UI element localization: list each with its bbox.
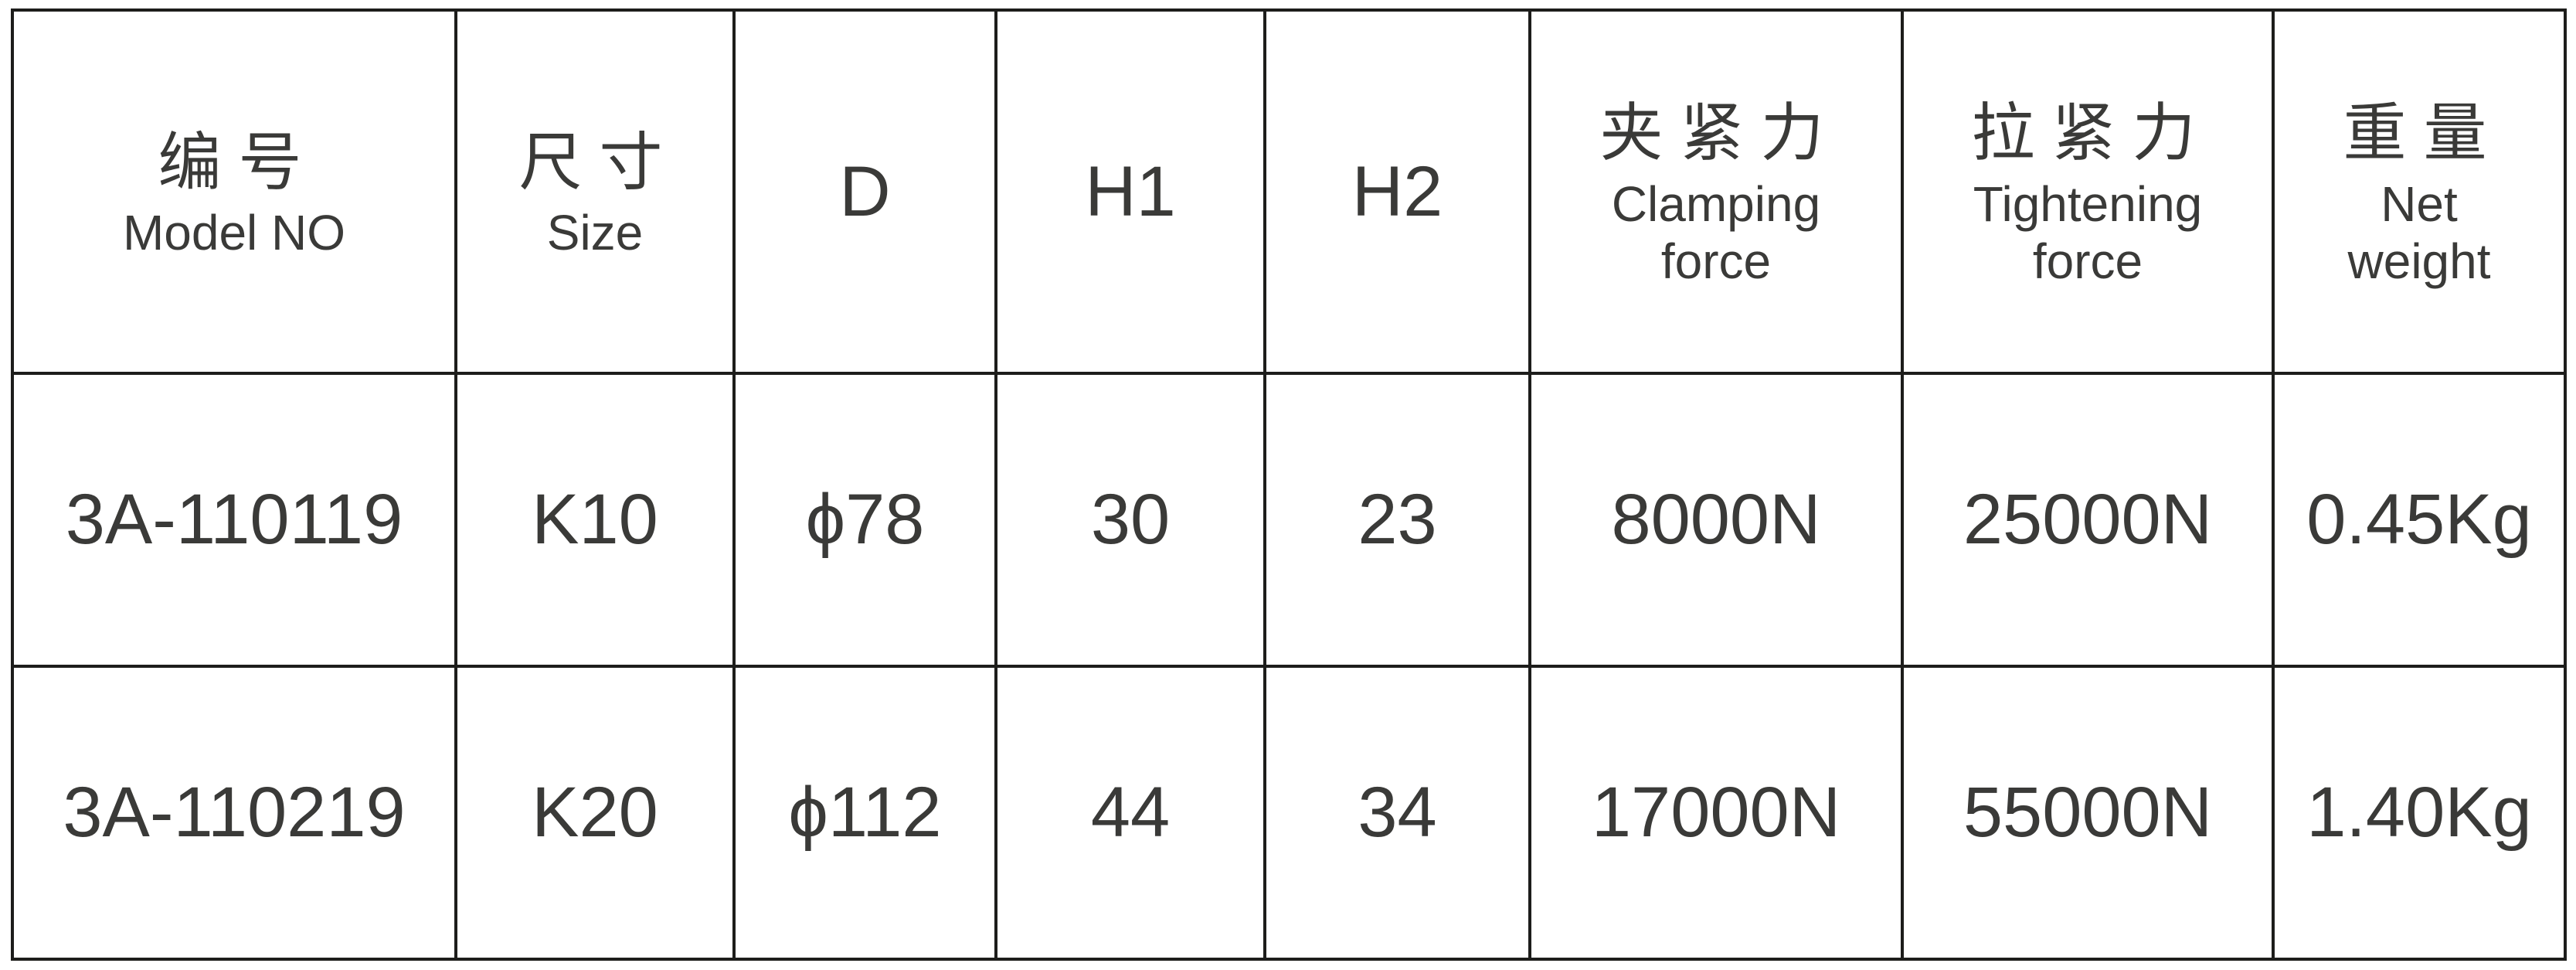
table-row: 3A-110119 K10 ϕ78 30 23 8000N 25000N 0.4… (11, 372, 2567, 668)
cell-clamping-force: 17000N (1528, 665, 1904, 961)
table-row: 3A-110219 K20 ϕ112 44 34 17000N 55000N 1… (11, 665, 2567, 961)
cell-d: ϕ78 (732, 372, 997, 668)
header-h2-label: H2 (1351, 152, 1443, 231)
header-net-weight: 重量 Net weight (2272, 9, 2567, 375)
header-h1-label: H1 (1085, 152, 1176, 231)
cell-h2: 34 (1263, 665, 1531, 961)
header-tightening-force: 拉紧力 Tightening force (1901, 9, 2275, 375)
header-h2: H2 (1263, 9, 1531, 375)
header-tightening-en-label-line2: force (2032, 233, 2143, 290)
cell-net-weight: 0.45Kg (2272, 372, 2567, 668)
header-h1: H1 (994, 9, 1266, 375)
header-d: D (732, 9, 997, 375)
spec-table: 编号 Model NO 尺寸 Size D H1 H2 夹紧力 (11, 9, 2567, 961)
header-clamping-force: 夹紧力 Clamping force (1528, 9, 1904, 375)
cell-h2: 23 (1263, 372, 1531, 668)
cell-h1: 44 (994, 665, 1266, 961)
header-weight-en-label-line1: Net (2381, 176, 2458, 233)
cell-tightening-force: 55000N (1901, 665, 2275, 961)
cell-size: K20 (454, 665, 736, 961)
header-clamping-en-label-line1: Clamping (1611, 176, 1821, 233)
header-model-no: 编号 Model NO (11, 9, 457, 375)
cell-model: 3A-110119 (11, 372, 457, 668)
cell-clamping-force: 8000N (1528, 372, 1904, 668)
cell-model: 3A-110219 (11, 665, 457, 961)
header-clamping-zh-label: 夹紧力 (1599, 98, 1841, 169)
cell-tightening-force: 25000N (1901, 372, 2275, 668)
header-size: 尺寸 Size (454, 9, 736, 375)
cell-net-weight: 1.40Kg (2272, 665, 2567, 961)
header-weight-zh-label: 重量 (2343, 98, 2504, 169)
header-tightening-zh-label: 拉紧力 (1971, 98, 2213, 169)
header-tightening-en-label-line1: Tightening (1973, 176, 2203, 233)
cell-d: ϕ112 (732, 665, 997, 961)
cell-size: K10 (454, 372, 736, 668)
header-size-zh-label: 尺寸 (518, 127, 680, 198)
header-d-label: D (839, 152, 891, 231)
header-weight-en-label-line2: weight (2347, 233, 2491, 290)
header-row: 编号 Model NO 尺寸 Size D H1 H2 夹紧力 (11, 9, 2567, 375)
header-model-no-en-label: Model NO (122, 205, 346, 261)
cell-h1: 30 (994, 372, 1266, 668)
header-size-en-label: Size (546, 205, 644, 261)
header-clamping-en-label-line2: force (1660, 233, 1772, 290)
header-model-no-zh-label: 编号 (158, 127, 319, 198)
